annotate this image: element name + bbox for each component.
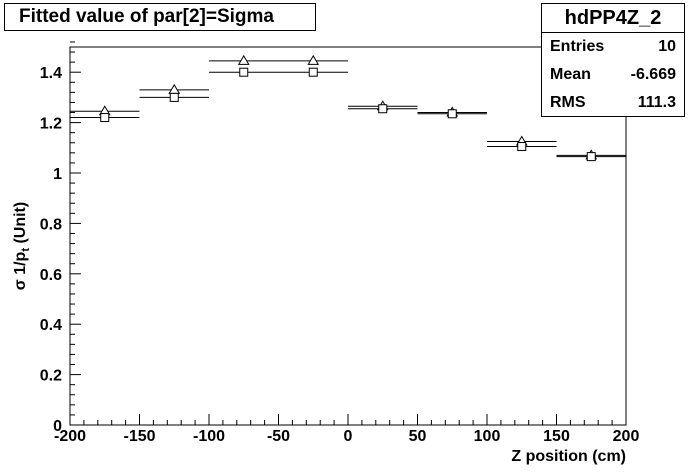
y-tick-label: 1.2 — [40, 116, 62, 133]
x-tick-label: 200 — [613, 428, 640, 445]
y-axis-label: σ 1/pt (Unit) — [12, 202, 32, 290]
x-tick-label: 0 — [344, 428, 353, 445]
stat-row-rms: RMS 111.3 — [542, 89, 684, 117]
x-tick-label: 50 — [409, 428, 427, 445]
stat-value: 111.3 — [637, 94, 676, 111]
x-tick-label: -100 — [193, 428, 225, 445]
y-tick-label: 1 — [53, 166, 62, 183]
data-point-square — [447, 109, 457, 119]
x-tick-label: -200 — [54, 428, 86, 445]
y-tick-label: 0.6 — [40, 267, 62, 284]
data-point-triangle — [237, 54, 250, 65]
y-tick-label: 0.4 — [40, 317, 62, 334]
stat-value: -6.669 — [630, 66, 676, 83]
x-tick-label: -50 — [267, 428, 290, 445]
data-point-triangle — [307, 54, 320, 65]
x-tick-label: -150 — [123, 428, 155, 445]
stat-value: 10 — [658, 38, 676, 55]
data-point-triangle — [168, 83, 181, 94]
x-axis-label: Z position (cm) — [511, 448, 626, 465]
data-point-square — [586, 152, 596, 162]
histogram-name: hdPP4Z_2 — [542, 4, 684, 33]
plot-title: Fitted value of par[2]=Sigma — [4, 3, 316, 31]
y-tick-label: 0 — [53, 418, 62, 435]
y-tick-label: 1.4 — [40, 65, 62, 82]
data-point-square — [378, 104, 388, 114]
stat-label: RMS — [550, 94, 586, 111]
stat-label: Mean — [550, 66, 591, 83]
y-tick-label: 0.8 — [40, 216, 62, 233]
y-tick-label: 0.2 — [40, 368, 62, 385]
data-point-square — [517, 142, 527, 152]
stat-row-mean: Mean -6.669 — [542, 61, 684, 89]
x-tick-label: 100 — [474, 428, 501, 445]
stats-box: hdPP4Z_2 Entries 10 Mean -6.669 RMS 111.… — [541, 3, 685, 117]
stat-row-entries: Entries 10 — [542, 33, 684, 61]
stat-label: Entries — [550, 38, 605, 55]
data-point-square — [239, 67, 249, 77]
data-point-square — [169, 92, 179, 102]
data-point-square — [308, 67, 318, 77]
x-tick-label: 150 — [543, 428, 570, 445]
data-point-square — [100, 113, 110, 123]
